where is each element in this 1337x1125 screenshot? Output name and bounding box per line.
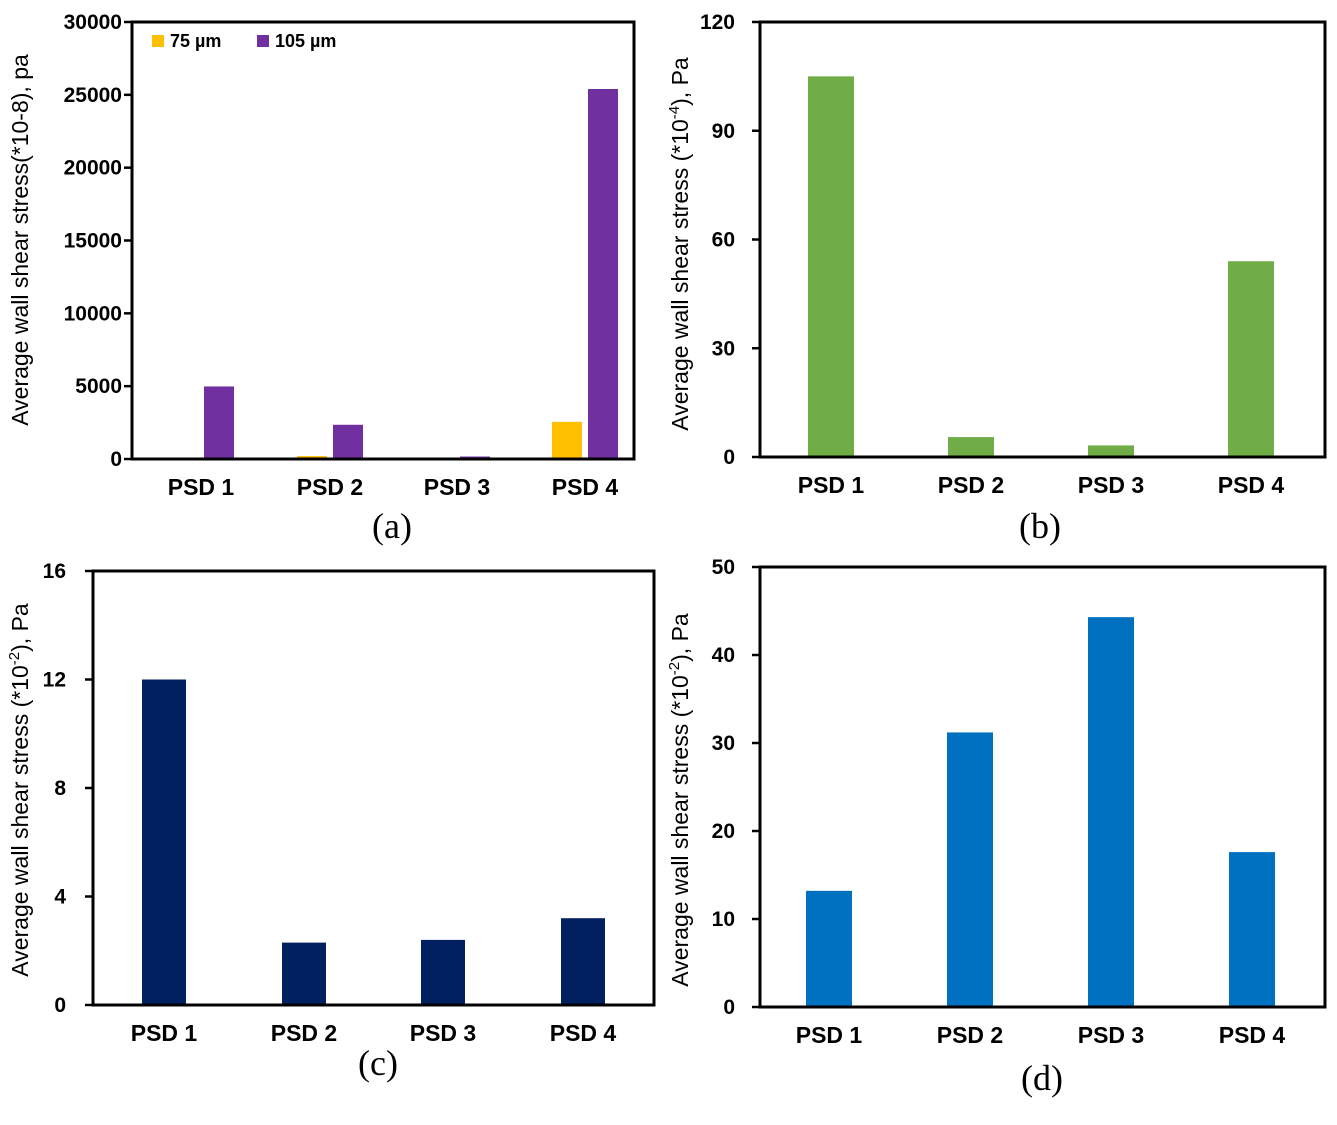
bar-psd1-series-2 — [204, 386, 234, 459]
bar-psd4 — [561, 918, 605, 1005]
panel-label: (b) — [1019, 506, 1061, 546]
y-tick-label: 0 — [723, 996, 735, 1019]
bar-psd4-series-1 — [552, 421, 582, 459]
bar-psd1 — [142, 679, 186, 1005]
y-tick-label: 15000 — [64, 230, 122, 253]
y-tick-label: 90 — [712, 120, 735, 143]
bar-psd2 — [282, 942, 326, 1005]
x-category-label: PSD 2 — [937, 1022, 1003, 1048]
chart-panel-1: 0 5000 10000 15000 20000 25000 30000 PSD 1 PSD 2… — [7, 11, 636, 546]
y-axis-label: Average wall shear stress(*10-8), pa — [7, 54, 33, 426]
legend-label: 105 µm — [275, 31, 336, 51]
y-axis-label-unit: ), Pa — [7, 603, 33, 652]
y-tick-label: 120 — [700, 11, 735, 34]
y-tick-label: 30 — [712, 732, 735, 755]
y-tick-label: 20 — [712, 820, 735, 843]
y-tick-label: 20000 — [64, 157, 122, 180]
y-tick-label: 4 — [54, 886, 66, 909]
y-tick-label: 25000 — [64, 84, 122, 107]
y-tick-label: 16 — [43, 560, 66, 583]
bar-psd2 — [948, 437, 994, 457]
x-category-label: PSD 1 — [168, 474, 235, 500]
bar-psd3 — [1088, 445, 1134, 457]
y-axis-label-unit: ), Pa — [667, 57, 693, 106]
chart-panel-2: 0 30 60 90 120 PSD 1 PSD 2 PSD 3 PSD 4 Average wa… — [666, 11, 1327, 546]
x-category-label: PSD 3 — [1078, 1022, 1144, 1048]
legend-label: 75 µm — [170, 31, 221, 51]
bar-psd1 — [806, 890, 852, 1007]
y-axis-label-exponent: -2 — [666, 662, 683, 675]
y-tick-label: 30000 — [64, 11, 122, 34]
bar-psd1 — [808, 76, 854, 457]
y-tick-label: 60 — [712, 229, 735, 252]
y-tick-label: 0 — [110, 448, 122, 471]
bar-psd3 — [1088, 617, 1134, 1007]
y-axis-label-main: Average wall shear stress (*10 — [667, 675, 693, 987]
legend-swatch — [257, 35, 269, 47]
x-category-label: PSD 4 — [550, 1020, 617, 1046]
x-category-label: PSD 4 — [552, 474, 619, 500]
legend-swatch — [152, 35, 164, 47]
x-category-label: PSD 1 — [798, 472, 865, 498]
bar-psd2-series-2 — [333, 424, 363, 459]
y-tick-label: 5000 — [75, 375, 122, 398]
y-tick-label: 12 — [43, 669, 66, 692]
x-category-label: PSD 2 — [271, 1020, 337, 1046]
panel-label: (c) — [358, 1043, 398, 1083]
y-tick-label: 50 — [712, 556, 735, 579]
y-axis-label-main: Average wall shear stress (*10 — [7, 665, 33, 977]
y-axis-label-exponent: -4 — [666, 106, 683, 119]
x-category-label: PSD 1 — [131, 1020, 198, 1046]
y-axis-label: Average wall shear stress (*10-2), Pa — [6, 603, 33, 977]
x-category-label: PSD 4 — [1219, 1022, 1286, 1048]
y-axis-label: Average wall shear stress (*10-4), Pa — [666, 57, 693, 431]
y-axis-label: Average wall shear stress (*10-2), Pa — [666, 613, 693, 987]
y-tick-label: 8 — [54, 777, 66, 800]
y-tick-label: 0 — [723, 446, 735, 469]
chart-panel-3: 0 4 8 12 16 PSD 1 PSD 2 PSD 3 PSD 4 Average wall … — [6, 560, 656, 1083]
y-tick-label: 30 — [712, 337, 735, 360]
y-tick-label: 40 — [712, 644, 735, 667]
x-category-label: PSD 4 — [1218, 472, 1285, 498]
y-axis-label-exponent: -2 — [6, 652, 23, 665]
y-axis-label-main: Average wall shear stress (*10 — [667, 119, 693, 431]
panel-label: (d) — [1021, 1058, 1063, 1098]
bar-psd4-series-2 — [588, 89, 618, 460]
bar-psd2 — [947, 732, 993, 1007]
y-tick-label: 10 — [712, 908, 735, 931]
bar-psd3 — [421, 939, 465, 1005]
y-tick-label: 10000 — [64, 302, 122, 325]
bar-psd4 — [1229, 852, 1275, 1007]
bar-psd4 — [1228, 261, 1274, 457]
x-category-label: PSD 3 — [1078, 472, 1144, 498]
x-category-label: PSD 3 — [424, 474, 490, 500]
legend: 75 µm 105 µm — [152, 31, 336, 51]
x-category-label: PSD 2 — [297, 474, 363, 500]
x-category-label: PSD 2 — [938, 472, 1004, 498]
chart-panel-4: 0 10 20 30 40 50 PSD 1 PSD 2 PSD 3 PSD 4 Average w… — [666, 556, 1327, 1098]
y-axis-label-unit: ), Pa — [667, 613, 693, 662]
x-category-label: PSD 1 — [796, 1022, 863, 1048]
panel-label: (a) — [372, 506, 412, 546]
x-category-label: PSD 3 — [410, 1020, 476, 1046]
y-tick-label: 0 — [54, 994, 66, 1017]
